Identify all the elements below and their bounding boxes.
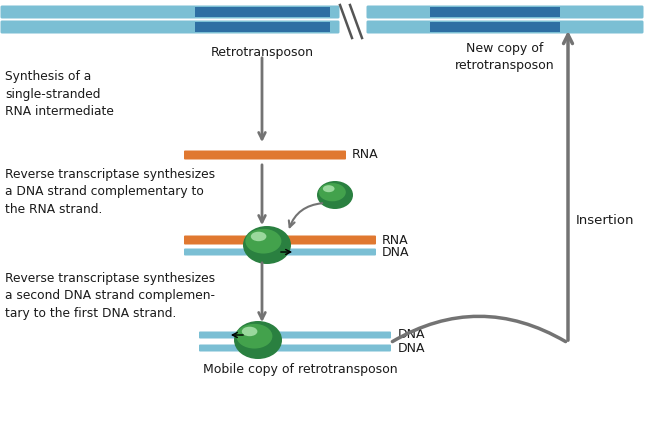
Text: Insertion: Insertion (576, 214, 634, 226)
Bar (195, 22, 330, 32)
Ellipse shape (234, 321, 282, 359)
Ellipse shape (243, 226, 291, 264)
Text: DNA: DNA (382, 246, 410, 259)
FancyBboxPatch shape (199, 345, 391, 351)
Bar (195, 7, 330, 17)
FancyBboxPatch shape (1, 6, 340, 18)
FancyArrowPatch shape (289, 203, 322, 227)
Text: Mobile copy of retrotransposon: Mobile copy of retrotransposon (203, 363, 397, 376)
FancyBboxPatch shape (184, 151, 346, 160)
Bar (430, 7, 560, 17)
Ellipse shape (317, 181, 353, 209)
Text: New copy of
retrotransposon: New copy of retrotransposon (455, 42, 555, 72)
Text: Retrotransposon: Retrotransposon (211, 46, 314, 59)
Ellipse shape (242, 327, 257, 336)
Text: RNA: RNA (352, 149, 378, 161)
Text: Synthesis of a
single-stranded
RNA intermediate: Synthesis of a single-stranded RNA inter… (5, 70, 114, 118)
FancyBboxPatch shape (184, 235, 376, 244)
Ellipse shape (319, 183, 346, 201)
Text: Reverse transcriptase synthesizes
a DNA strand complementary to
the RNA strand.: Reverse transcriptase synthesizes a DNA … (5, 168, 215, 216)
FancyBboxPatch shape (184, 249, 376, 256)
Text: RNA: RNA (382, 234, 409, 247)
Text: Reverse transcriptase synthesizes
a second DNA strand complemen-
tary to the fir: Reverse transcriptase synthesizes a seco… (5, 272, 215, 320)
Ellipse shape (237, 324, 272, 348)
FancyBboxPatch shape (1, 21, 340, 33)
Ellipse shape (251, 232, 266, 241)
Text: DNA: DNA (398, 342, 426, 354)
FancyBboxPatch shape (199, 332, 391, 339)
Ellipse shape (246, 229, 281, 253)
FancyArrowPatch shape (564, 35, 572, 340)
Text: DNA: DNA (398, 329, 426, 342)
FancyBboxPatch shape (367, 6, 643, 18)
FancyBboxPatch shape (367, 21, 643, 33)
Ellipse shape (323, 185, 334, 192)
FancyArrowPatch shape (393, 316, 566, 342)
Bar (430, 22, 560, 32)
